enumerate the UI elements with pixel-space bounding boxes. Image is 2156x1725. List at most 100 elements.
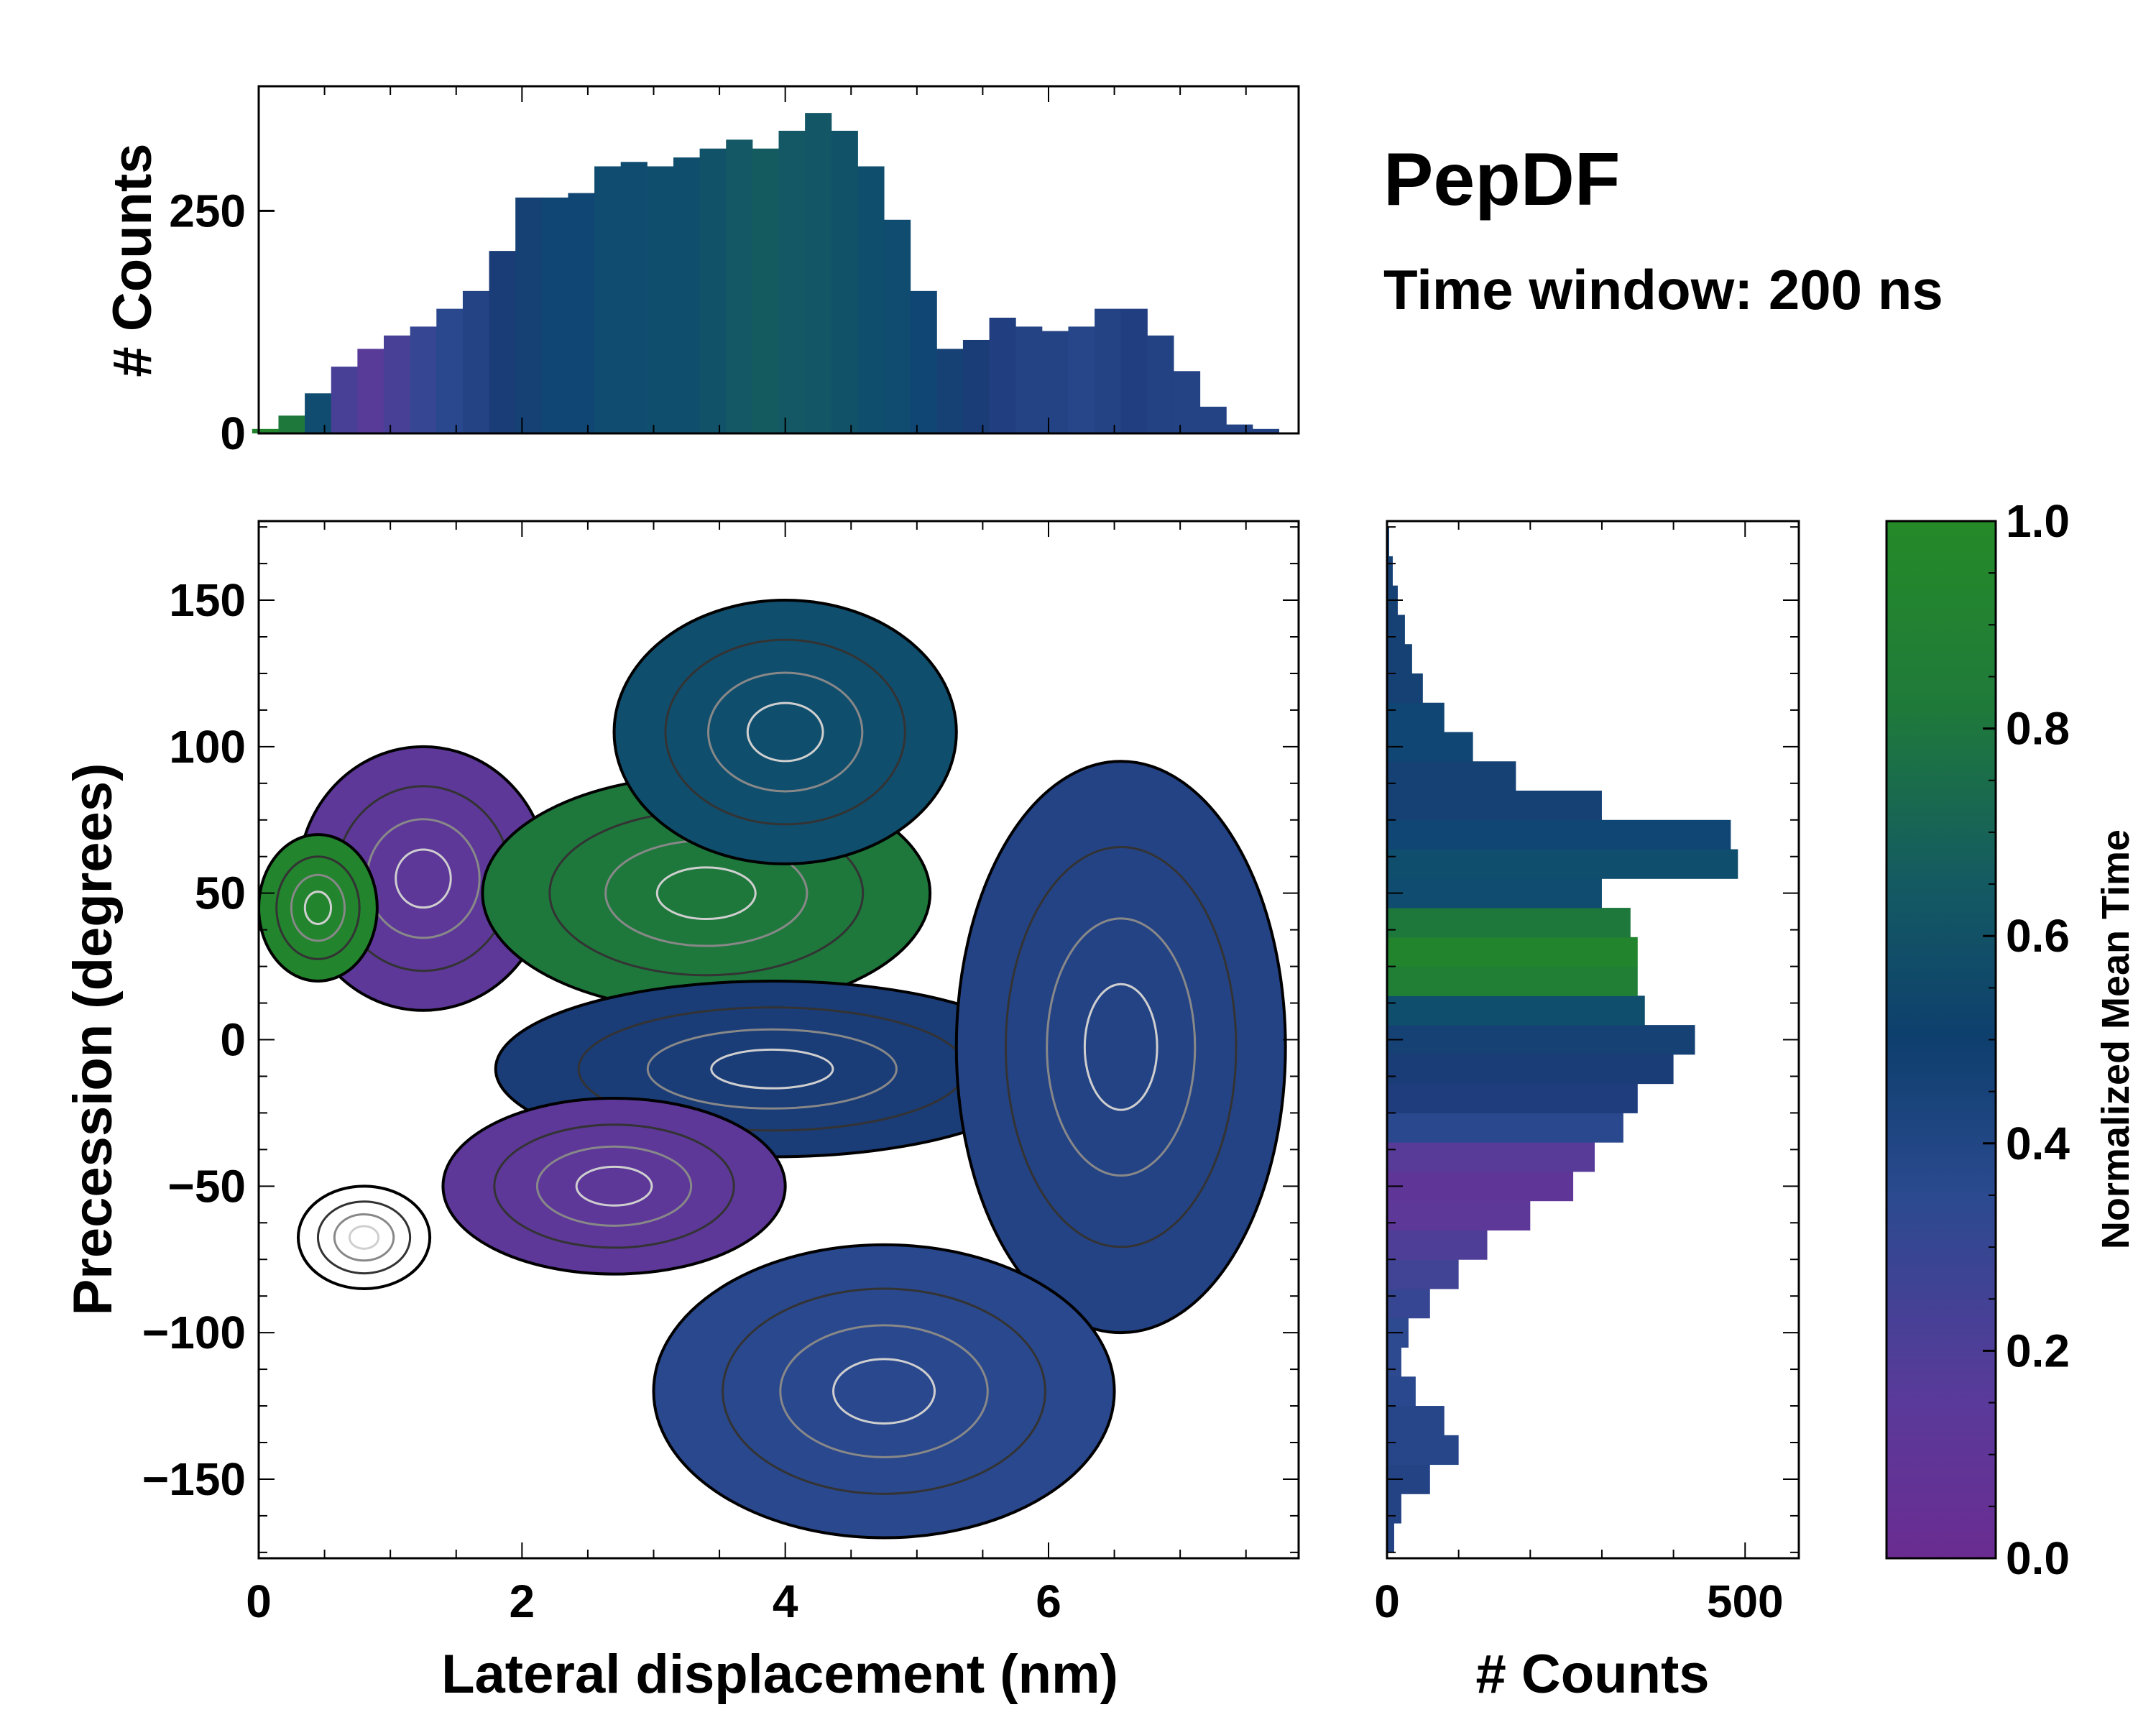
right-histogram-bar xyxy=(1387,1435,1459,1466)
main-xlabel: Lateral displacement (nm) xyxy=(441,1644,1118,1705)
top-histogram-bar xyxy=(962,339,990,433)
top-histogram-bar xyxy=(1041,331,1069,433)
main-xtick-label: 0 xyxy=(246,1576,272,1627)
right-histogram-bar xyxy=(1387,878,1602,908)
top-histogram-bar xyxy=(752,148,779,433)
top-histogram-bar xyxy=(331,367,358,433)
top-histogram-bar xyxy=(489,251,516,433)
right-histogram-bar xyxy=(1387,1259,1459,1289)
main-ytick-label: −150 xyxy=(142,1453,246,1505)
colorbar-label: Normalized Mean Time xyxy=(2094,829,2137,1249)
top-histogram-bar xyxy=(1068,326,1095,433)
right-histogram-bar xyxy=(1387,1200,1531,1230)
right-histogram-bars xyxy=(1387,527,1738,1553)
right-histogram-bar xyxy=(1387,1347,1401,1377)
heatmap-region xyxy=(954,760,1287,1335)
right-histogram-bar xyxy=(1387,819,1731,850)
right-histogram-bar xyxy=(1387,1523,1394,1553)
right-histogram-bar xyxy=(1387,1113,1623,1143)
colorbar-tick-label: 0.0 xyxy=(2006,1532,2070,1584)
colorbar-tick-label: 0.6 xyxy=(2006,910,2070,962)
right-histogram-bar xyxy=(1387,761,1516,791)
right-histogram-bar xyxy=(1387,1494,1401,1524)
heatmap-contour xyxy=(655,866,757,921)
heatmap-contour xyxy=(303,891,333,925)
right-xtick-label: 500 xyxy=(1707,1576,1784,1627)
top-histogram-bar xyxy=(515,197,543,433)
top-histogram-bar xyxy=(436,308,464,433)
right-histogram-bar xyxy=(1387,673,1423,704)
top-histogram-bar xyxy=(620,162,648,433)
heatmap-contour xyxy=(1046,917,1197,1177)
main-xtick-label: 4 xyxy=(773,1576,798,1627)
top-histogram-bar xyxy=(1252,428,1280,433)
right-histogram-bar xyxy=(1387,702,1445,732)
main-heatmap-ticks: 0 2 4 6 −150 −100 −50 0 50 100 150 xyxy=(142,521,1299,1627)
top-ytick-label: 0 xyxy=(220,408,246,459)
heatmap-contour xyxy=(493,1123,735,1249)
heatmap-contour xyxy=(333,1213,395,1262)
heatmap-contour xyxy=(575,1165,653,1207)
top-histogram-bar xyxy=(568,193,595,433)
colorbar-tick-label: 1.0 xyxy=(2006,495,2070,547)
right-histogram-bar xyxy=(1387,849,1738,879)
right-histogram-bar xyxy=(1387,966,1638,996)
top-histogram-bar xyxy=(699,148,727,433)
main-ytick-label: 50 xyxy=(195,868,246,919)
colorbar-gradient xyxy=(1885,520,1997,1560)
top-histogram-bar xyxy=(989,318,1016,433)
right-histogram-bar xyxy=(1387,1288,1430,1319)
right-histogram-bar xyxy=(1387,1230,1488,1260)
heatmap-contour xyxy=(535,1145,693,1227)
colorbar: 0.0 0.2 0.4 0.6 0.8 1.0 Normalized Mean Time xyxy=(1885,495,2137,1584)
heatmap-contour xyxy=(646,1028,898,1110)
top-histogram-bars xyxy=(252,113,1280,434)
heatmap-contour xyxy=(779,1324,989,1458)
right-histogram-bar xyxy=(1387,644,1412,674)
top-histogram-bar xyxy=(726,139,753,434)
chart-title: PepDF xyxy=(1383,138,1620,221)
heatmap-contour xyxy=(316,1200,412,1275)
top-histogram-bar xyxy=(594,166,622,433)
top-histogram-bar xyxy=(1120,308,1148,433)
heatmap-contour xyxy=(710,1048,834,1090)
main-ytick-label: 0 xyxy=(220,1014,246,1066)
top-histogram-bar xyxy=(1147,335,1174,433)
right-histogram-ticks: 0 500 xyxy=(1374,521,1799,1627)
colorbar-tick-label: 0.8 xyxy=(2006,703,2070,755)
chart-subtitle: Time window: 200 ns xyxy=(1383,258,1943,321)
top-histogram-bar xyxy=(305,393,332,433)
top-histogram-ylabel: # Counts xyxy=(102,143,163,377)
main-ytick-label: −50 xyxy=(167,1160,246,1212)
right-histogram-bar xyxy=(1387,1083,1638,1113)
top-histogram-bar xyxy=(673,157,701,434)
top-histogram-frame xyxy=(257,85,1300,435)
right-xtick-label: 0 xyxy=(1374,1576,1400,1627)
top-histogram-ticks: 0 250 xyxy=(169,86,1247,459)
right-histogram-bar xyxy=(1387,937,1638,967)
main-heatmap: 0 2 4 6 −150 −100 −50 0 50 100 150 Lateral displac… xyxy=(63,520,1300,1705)
right-histogram: 0 500 # Counts xyxy=(1374,520,1800,1705)
main-ytick-label: 150 xyxy=(169,574,246,626)
main-xtick-label: 2 xyxy=(510,1576,535,1627)
heatmap-contour xyxy=(746,702,824,763)
heatmap-contour xyxy=(664,638,906,826)
top-histogram-bar xyxy=(278,415,305,433)
colorbar-ticks: 0.0 0.2 0.4 0.6 0.8 1.0 xyxy=(1983,495,2070,1584)
top-histogram-bar xyxy=(1095,308,1122,433)
top-histogram-bar xyxy=(647,166,674,433)
colorbar-tick-label: 0.2 xyxy=(2006,1325,2070,1376)
top-ytick-label: 250 xyxy=(169,185,246,236)
right-histogram-bar xyxy=(1387,556,1393,586)
heatmap-contour xyxy=(395,848,452,909)
heatmap-contour xyxy=(290,873,346,942)
right-histogram-bar xyxy=(1387,1054,1674,1085)
top-histogram-bar xyxy=(910,290,937,433)
colorbar-tick-label: 0.4 xyxy=(2006,1118,2070,1169)
heatmap-contour xyxy=(1083,983,1158,1111)
right-histogram-bar xyxy=(1387,908,1631,938)
top-histogram-bar xyxy=(1226,424,1253,433)
right-histogram-bar xyxy=(1387,615,1405,645)
right-histogram-bar xyxy=(1387,1142,1595,1172)
